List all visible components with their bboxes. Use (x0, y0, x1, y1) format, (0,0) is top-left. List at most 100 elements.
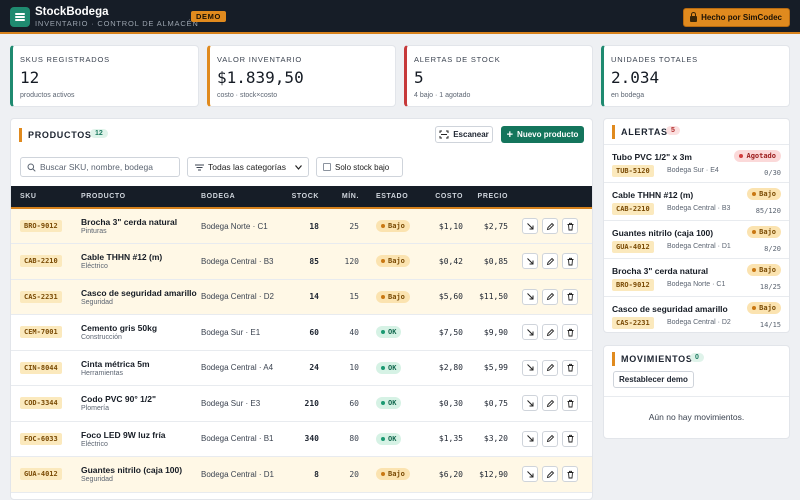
edit-icon[interactable] (542, 430, 558, 447)
alert-status-text: Agotado (746, 152, 776, 160)
stat-value: 5 (414, 68, 424, 87)
trash-icon[interactable] (562, 359, 578, 376)
status-dot (381, 401, 385, 406)
table-row[interactable]: GUA-4012 Guantes nitrilo (caja 100) Seguri… (11, 456, 592, 493)
stock-movement-icon[interactable] (522, 359, 538, 376)
edit-icon[interactable] (542, 359, 558, 376)
search-input[interactable] (40, 160, 174, 174)
col-product[interactable]: PRODUCTO (81, 193, 126, 200)
alert-item[interactable]: Casco de seguridad amarillo CAS-2231 Bodeg… (604, 296, 789, 332)
alert-item[interactable]: Tubo PVC 1/2" x 3m TUB-5120 Bodega Sur · E… (604, 144, 789, 182)
stock-movement-icon[interactable] (522, 430, 538, 447)
product-category: Plomería (81, 405, 110, 413)
min-cell: 80 (319, 421, 363, 457)
edit-icon[interactable] (542, 253, 558, 270)
category-select[interactable]: Todas las categorías (187, 157, 309, 177)
trash-icon[interactable] (562, 253, 578, 270)
price-cell: $0,75 (463, 385, 508, 422)
actions-cell (508, 279, 592, 315)
status-badge: OK (376, 432, 402, 445)
stock-cell: 14 (288, 279, 319, 315)
col-min[interactable]: MÍN. (341, 193, 359, 200)
alert-status-badge: Agotado (734, 150, 781, 162)
alert-quantity: 0/30 (764, 169, 781, 177)
col-price[interactable]: PRECIO (477, 193, 508, 200)
col-status[interactable]: ESTADO (376, 193, 409, 200)
product-cell: Cinta métrica 5m Herramientas (81, 350, 201, 386)
stat-label: VALOR INVENTARIO (217, 55, 303, 64)
alert-product-name: Cable THHN #12 (m) (612, 190, 694, 200)
low-stock-checkbox[interactable] (323, 163, 331, 171)
new-product-button[interactable]: + Nuevo producto (501, 126, 584, 143)
stock-movement-icon[interactable] (522, 466, 538, 483)
status-dot (752, 230, 757, 234)
product-cell: Codo PVC 90° 1/2" Plomería (81, 385, 201, 422)
status-cell: OK (363, 385, 424, 422)
table-row[interactable]: BRO-9012 Brocha 3" cerda natural Pinturas B… (11, 208, 592, 244)
sku-badge: CAS-2231 (20, 290, 62, 303)
stock-movement-icon[interactable] (522, 324, 538, 341)
sku-cell: FOC-6033 (11, 421, 81, 457)
low-stock-filter[interactable]: Solo stock bajo (316, 157, 403, 177)
sku-badge: CIN-8044 (20, 361, 62, 374)
trash-icon[interactable] (562, 288, 578, 305)
cost-cell: $1,10 (424, 208, 463, 244)
edit-icon[interactable] (542, 288, 558, 305)
stock-movement-icon[interactable] (522, 218, 538, 234)
menu-icon[interactable] (10, 7, 30, 27)
stat-card-value: VALOR INVENTARIO $1.839,50 costo · stock… (207, 45, 396, 107)
table-row[interactable]: CEM-7001 Cemento gris 50kg Construcción Bod… (11, 314, 592, 351)
search-box (20, 157, 180, 177)
stock-movement-icon[interactable] (522, 288, 538, 305)
table-row[interactable]: COD-3344 Codo PVC 90° 1/2" Plomería Bodega … (11, 385, 592, 422)
trash-icon[interactable] (562, 430, 578, 447)
alert-item[interactable]: Brocha 3" cerda natural BRO-9012 Bodega No… (604, 258, 789, 296)
product-cell: Foco LED 9W luz fría Eléctrico (81, 421, 201, 457)
status-dot (752, 268, 757, 272)
min-cell: 20 (319, 456, 363, 493)
col-stock[interactable]: STOCK (291, 193, 319, 200)
table-row[interactable]: CIN-8044 Cinta métrica 5m Herramientas Bode… (11, 350, 592, 386)
stock-movement-icon[interactable] (522, 253, 538, 270)
trash-icon[interactable] (562, 395, 578, 412)
alert-item[interactable]: Guantes nitrilo (caja 100) GUA-4012 Bodega… (604, 220, 789, 258)
table-row[interactable]: CAB-2210 Cable THHN #12 (m) Eléctrico Bodeg… (11, 243, 592, 280)
stock-cell: 210 (288, 385, 319, 422)
table-row[interactable]: FOC-6033 Foco LED 9W luz fría Eléctrico Bod… (11, 421, 592, 457)
edit-icon[interactable] (542, 395, 558, 412)
scan-icon (439, 130, 449, 139)
col-location[interactable]: BODEGA (201, 193, 236, 200)
trash-icon[interactable] (562, 324, 578, 341)
edit-icon[interactable] (542, 324, 558, 341)
trash-icon[interactable] (562, 218, 578, 234)
table-row[interactable]: CAS-2231 Casco de seguridad amarillo Segur… (11, 279, 592, 315)
alert-status-badge: Bajo (747, 302, 781, 314)
cost-cell: $2,80 (424, 350, 463, 386)
cost-cell: $7,50 (424, 314, 463, 351)
made-by-button[interactable]: Hecho por SimCodec (683, 8, 790, 27)
alert-item[interactable]: Cable THHN #12 (m) CAB-2210 Bodega Central… (604, 182, 789, 220)
alert-product-name: Guantes nitrilo (caja 100) (612, 228, 714, 238)
status-text: Bajo (388, 222, 405, 230)
scan-button[interactable]: Escanear (435, 126, 493, 143)
alert-sku-badge: BRO-9012 (612, 279, 654, 291)
edit-icon[interactable] (542, 466, 558, 483)
status-badge: OK (376, 326, 402, 339)
stat-value: $1.839,50 (217, 68, 304, 87)
products-title: PRODUCTOS (19, 128, 92, 142)
actions-cell (508, 385, 592, 422)
stock-movement-icon[interactable] (522, 395, 538, 412)
product-name: Cable THHN #12 (m) (81, 252, 163, 263)
status-badge: Bajo (376, 290, 410, 303)
status-dot (381, 472, 385, 477)
status-badge: OK (376, 361, 402, 374)
sku-cell: CAB-2210 (11, 243, 81, 280)
col-sku[interactable]: SKU (20, 193, 37, 200)
product-name: Cinta métrica 5m (81, 358, 150, 369)
sku-badge: CAB-2210 (20, 255, 62, 268)
trash-icon[interactable] (562, 466, 578, 483)
reset-demo-button[interactable]: Restablecer demo (613, 371, 694, 388)
col-cost[interactable]: COSTO (435, 193, 463, 200)
edit-icon[interactable] (542, 218, 558, 234)
product-cell: Guantes nitrilo (caja 100) Seguridad (81, 456, 201, 493)
